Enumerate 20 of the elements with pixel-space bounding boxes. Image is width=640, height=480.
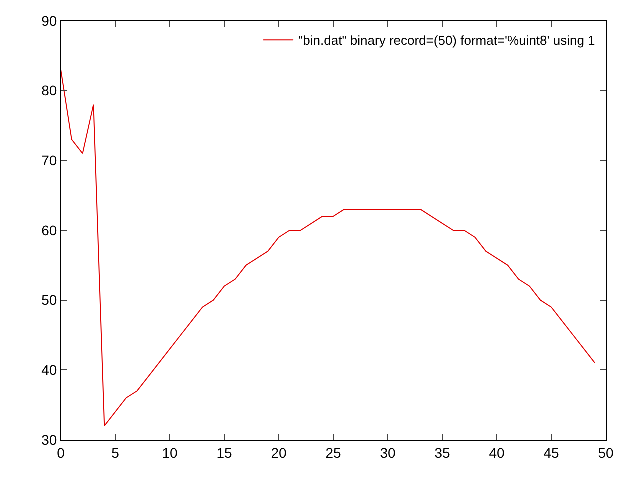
y-tick-label: 50 [42,292,58,308]
x-tick-label: 50 [598,444,614,461]
x-tick-label: 40 [489,444,505,461]
y-tick-label: 80 [42,82,58,99]
x-tick-label: 10 [162,444,178,461]
y-tick-label: 60 [42,222,58,238]
x-tick-label: 30 [380,444,396,461]
x-tick-label: 15 [216,444,232,461]
x-tick-label: 45 [544,444,560,461]
x-tick-label: 35 [434,444,450,461]
x-tick-label: 5 [112,444,120,461]
y-tick-label: 30 [42,432,58,448]
x-tick-label: 0 [57,444,66,461]
line-series [61,69,596,427]
y-tick-label: 70 [42,152,58,169]
y-tick-label: 40 [42,362,58,378]
x-tick-label: 20 [271,444,287,461]
y-tick-label: 90 [42,12,58,29]
legend-label: "bin.dat" binary record=(50) format='%uint8' using 1 [298,33,596,48]
x-tick-label: 25 [326,444,342,461]
